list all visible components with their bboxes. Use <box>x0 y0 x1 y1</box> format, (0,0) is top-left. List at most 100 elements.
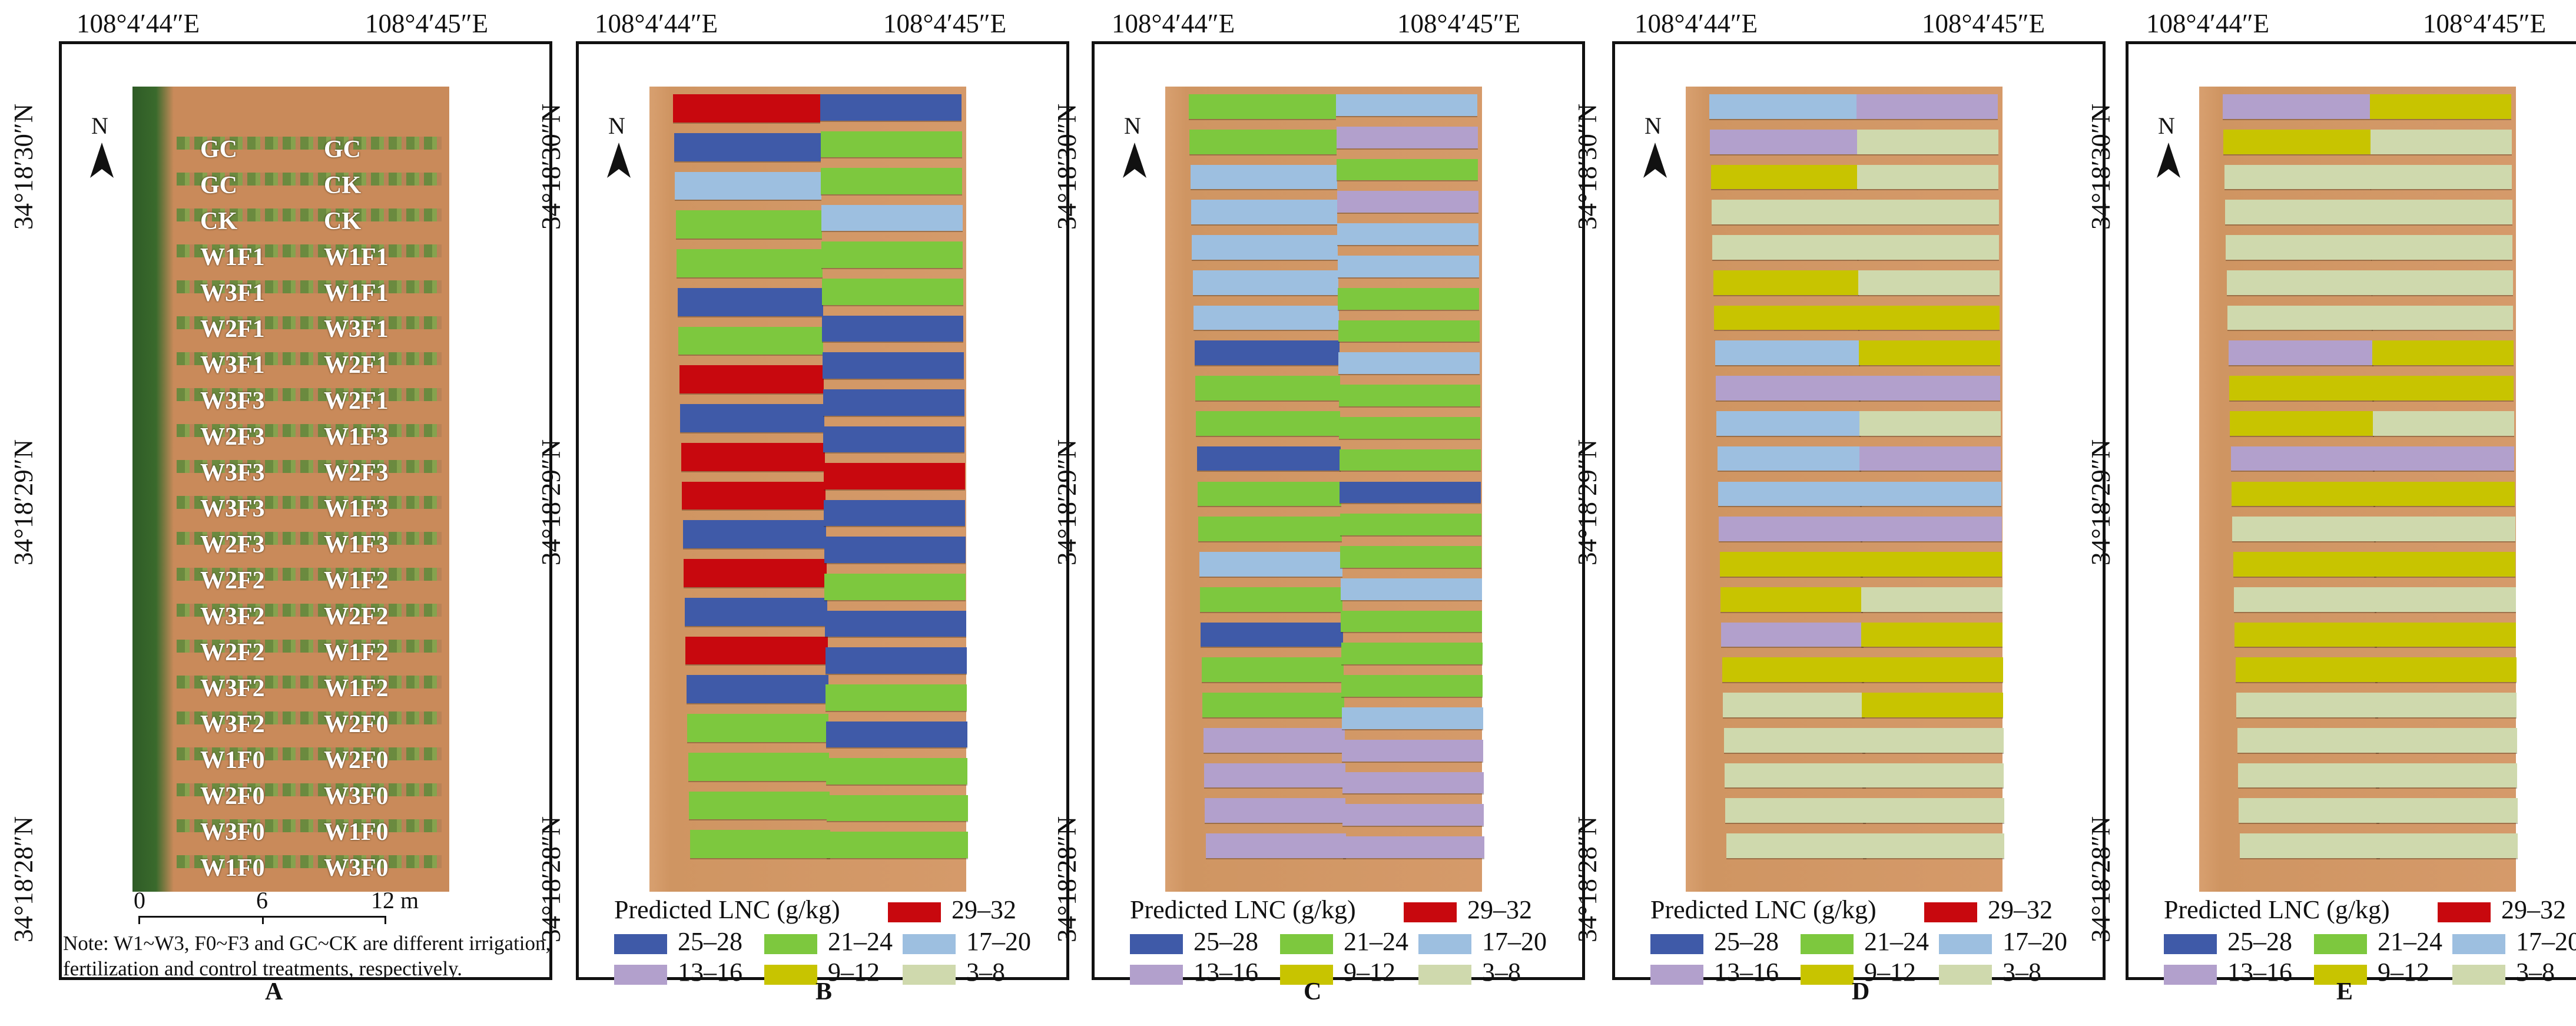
legend-label: 25–28 <box>1193 927 1258 956</box>
panel-b: N Predicted LNC (g/kg) 29–32 25–28 21–24 17–2… <box>576 41 1069 987</box>
legend-swatch <box>764 934 817 954</box>
legend-label: 21–24 <box>828 927 893 956</box>
legend-swatch <box>888 902 941 922</box>
legend-label: 17–20 <box>1482 927 1547 956</box>
crop-row <box>177 604 442 617</box>
legend-swatch <box>1801 934 1854 954</box>
plot-cell <box>1336 94 1477 116</box>
legend-label: 29–32 <box>1467 895 1532 924</box>
plot-cell <box>827 832 969 858</box>
plot-cell <box>1201 657 1344 683</box>
crop-row <box>177 855 442 868</box>
treatment-label: W1F2 <box>324 567 389 594</box>
plot-cell <box>1861 657 2003 683</box>
treatment-label: W2F2 <box>200 567 265 594</box>
plot-cell <box>826 758 968 785</box>
treatment-label: W3F2 <box>200 675 265 702</box>
crop-row <box>177 137 442 150</box>
plot-cell <box>687 714 829 742</box>
legend-swatch <box>2438 902 2491 922</box>
lat-top-c: 34°18′30″N <box>1052 103 1082 230</box>
plot-cell <box>2371 164 2512 190</box>
treatment-label: W1F1 <box>324 244 389 271</box>
legend-label: 9–12 <box>1864 958 1916 987</box>
plot-cell <box>826 795 968 822</box>
crop-row <box>177 173 442 186</box>
plot-cell <box>2376 798 2518 823</box>
plot-cell <box>1859 376 2001 401</box>
treatment-label: W1F3 <box>324 531 389 558</box>
legend-item: 25–28 <box>1650 926 1779 957</box>
plot-cell <box>1339 416 1480 439</box>
plot-cell <box>688 752 830 781</box>
legend-label: 3–8 <box>2003 958 2041 987</box>
lat-bot-b: 34°18′28″N <box>536 816 566 942</box>
plot-cell <box>1196 446 1341 471</box>
plot-cell <box>1861 552 2003 577</box>
crop-row <box>177 568 442 581</box>
panel-c: N Predicted LNC (g/kg) 29–32 25–28 21–24 17–2… <box>1092 41 1585 987</box>
legend-swatch <box>1130 934 1183 954</box>
plot-cell <box>1336 126 1478 148</box>
legend-item: 9–12 <box>1280 957 1395 987</box>
plot-cell <box>1860 481 2001 507</box>
lat-bot-d: 34°18′28″N <box>1573 816 1602 942</box>
plot-cell <box>1712 200 1858 225</box>
legend-title: Predicted LNC (g/kg) <box>1650 895 1877 924</box>
legend-item: 29–32 <box>2438 895 2566 925</box>
treatment-label: W3F3 <box>200 388 265 415</box>
plot-cell <box>681 442 825 471</box>
plot-cell <box>1721 622 1864 647</box>
legend-label: 21–24 <box>1344 927 1408 956</box>
legend-item: 17–20 <box>1939 926 2067 957</box>
plot-cell <box>1860 517 2002 542</box>
legend-swatch <box>764 964 817 985</box>
plot-cell <box>823 426 965 453</box>
treatment-label: W1F0 <box>324 819 389 846</box>
lat-top-d: 34°18′30″N <box>1573 103 1602 230</box>
plot-cell <box>2236 693 2378 717</box>
plot-cell <box>678 326 824 355</box>
legend-label: 3–8 <box>966 958 1005 987</box>
treatment-label: W2F3 <box>200 423 265 451</box>
legend-swatch <box>1418 964 1471 985</box>
plot-cell <box>677 287 823 316</box>
plot-cell <box>820 131 962 158</box>
plot-cell <box>1719 552 1863 577</box>
legend-item: 25–28 <box>614 926 742 957</box>
legend-swatch <box>614 934 667 954</box>
legend-label: 17–20 <box>2516 927 2576 956</box>
plot-cell <box>1194 340 1340 366</box>
treatment-label: W1F0 <box>200 855 265 882</box>
plot-cell <box>1340 514 1481 536</box>
treatment-label: GC <box>324 136 361 163</box>
plot-cell <box>1858 305 2000 330</box>
legend-swatch <box>1130 964 1183 985</box>
crop-row <box>177 676 442 689</box>
lon-right-a: 108°4′45″E <box>365 9 489 38</box>
treatment-label: W3F1 <box>324 316 389 343</box>
plot-cell <box>1337 255 1479 277</box>
plot-cell <box>1342 804 1484 826</box>
plot-cell <box>1726 833 1867 858</box>
crop-row <box>177 711 442 724</box>
plot-cell <box>2234 587 2377 612</box>
lat-bot-c: 34°18′28″N <box>1052 816 1082 942</box>
legend-label: 13–16 <box>1193 958 1258 987</box>
plot-cell <box>2373 481 2515 507</box>
plot-cell <box>1718 481 1862 507</box>
treatment-label: W2F1 <box>324 352 389 379</box>
plot-cell <box>2371 200 2512 225</box>
lat-top-b: 34°18′30″N <box>536 103 566 230</box>
plot-cell <box>1341 643 1483 665</box>
plot-cell <box>1715 340 1860 366</box>
legend-swatch <box>2452 934 2505 954</box>
plot-cell <box>689 830 831 858</box>
plot-cell <box>1338 385 1480 406</box>
crop-row <box>177 783 442 796</box>
plot-cell <box>1723 693 1865 717</box>
legend-label: 25–28 <box>2227 927 2292 956</box>
north-arrow: N <box>1639 112 1674 183</box>
legend-item: 3–8 <box>903 957 1005 987</box>
lnc-legend: Predicted LNC (g/kg) 29–32 25–28 21–24 17–20… <box>1130 892 1577 987</box>
